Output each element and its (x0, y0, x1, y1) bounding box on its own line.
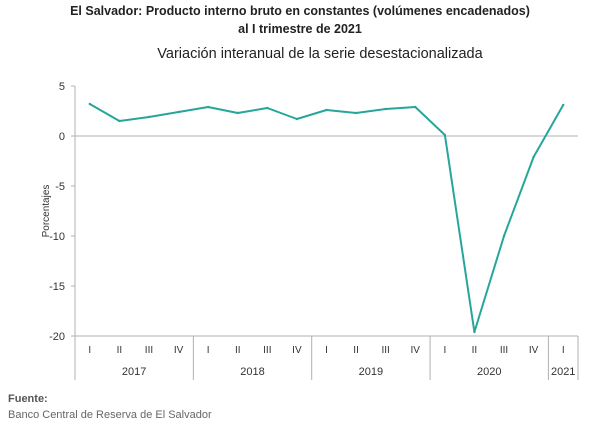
data-point (266, 106, 269, 110)
data-point (295, 117, 299, 121)
x-tick-label: I (443, 345, 446, 356)
x-tick-label: I (562, 345, 565, 356)
x-tick-label: III (382, 345, 390, 356)
y-tick-label: -15 (49, 281, 65, 293)
year-label: 2017 (122, 366, 146, 378)
x-tick-label: II (472, 345, 478, 356)
y-tick-label: -10 (49, 231, 65, 243)
year-label: 2019 (359, 366, 383, 378)
x-tick-label: IV (529, 345, 539, 356)
source-text: Banco Central de Reserva de El Salvador (8, 409, 212, 421)
x-tick-label: I (207, 345, 210, 356)
x-tick-label: IV (292, 345, 302, 356)
data-point (473, 330, 476, 334)
y-tick-label: 5 (59, 81, 65, 93)
chart-title-line2: al I trimestre de 2021 (238, 22, 362, 36)
data-point (354, 111, 358, 115)
x-tick-label: I (325, 345, 328, 356)
data-point (118, 119, 121, 123)
x-tick-label: IV (411, 345, 421, 356)
y-tick-label: -20 (49, 331, 65, 343)
source-label: Fuente: (8, 393, 48, 405)
data-point (325, 108, 328, 112)
y-axis-title: Porcentajes (41, 185, 52, 238)
x-tick-label: II (235, 345, 241, 356)
chart-subtitle: Variación interanual de la serie desesta… (157, 46, 483, 62)
data-point (177, 110, 180, 114)
x-tick-label: III (500, 345, 508, 356)
data-point (206, 105, 210, 109)
x-tick-label: II (353, 345, 359, 356)
data-point (502, 234, 506, 238)
year-label: 2018 (240, 366, 264, 378)
data-point (562, 103, 565, 107)
data-point (443, 133, 447, 137)
year-label: 2021 (551, 366, 575, 378)
data-point (414, 105, 417, 109)
data-point (236, 111, 239, 115)
chart-title-line1: El Salvador: Producto interno bruto en c… (70, 4, 530, 18)
x-tick-label: II (117, 345, 123, 356)
data-point (384, 107, 387, 111)
data-point (88, 102, 91, 106)
data-point (147, 115, 151, 119)
data-point (532, 155, 535, 159)
x-tick-label: I (88, 345, 91, 356)
y-tick-label: 0 (59, 131, 65, 143)
year-label: 2020 (477, 366, 501, 378)
x-tick-label: III (263, 345, 271, 356)
y-tick-label: -5 (55, 181, 65, 193)
x-tick-label: IV (174, 345, 184, 356)
series-line (89, 103, 565, 333)
x-tick-label: III (145, 345, 153, 356)
